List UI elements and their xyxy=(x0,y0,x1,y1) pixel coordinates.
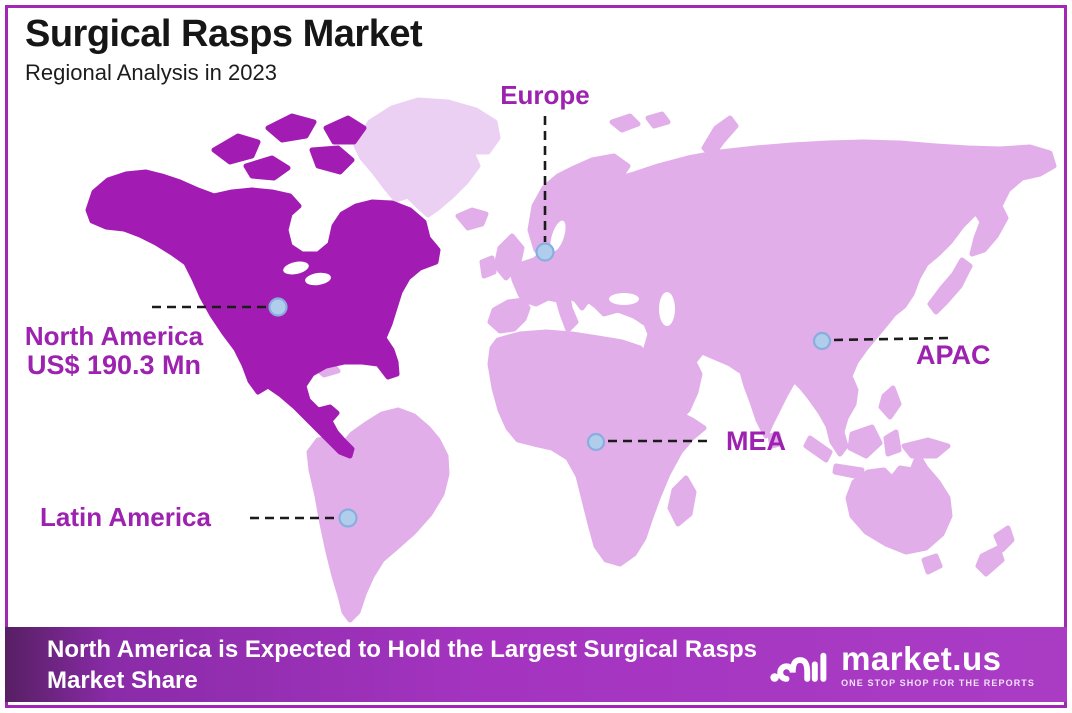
label-apac: APAC xyxy=(916,340,991,370)
continent-australia xyxy=(845,452,953,555)
island-ireland xyxy=(479,255,497,279)
header: Surgical Rasps Market Regional Analysis … xyxy=(25,12,423,86)
page-title: Surgical Rasps Market xyxy=(25,13,423,55)
continent-north-america xyxy=(85,169,441,459)
label-north-america: North America US$ 190.3 Mn xyxy=(8,322,220,380)
islands-indonesia xyxy=(803,424,902,480)
continent-greenland xyxy=(353,97,501,218)
island-tasmania xyxy=(921,553,943,575)
label-latin-america: Latin America xyxy=(40,502,211,532)
continents-light xyxy=(283,97,1057,623)
islands-new-zealand xyxy=(975,525,1015,577)
inland-seas xyxy=(283,220,675,326)
continent-north-america-highlighted xyxy=(85,113,441,459)
marker-latin-america xyxy=(338,508,358,528)
brand-tagline: ONE STOP SHOP FOR THE REPORTS xyxy=(841,677,1035,688)
black-sea xyxy=(609,293,639,305)
continent-south-america xyxy=(306,407,450,623)
leader-lines xyxy=(152,116,949,520)
baltic-sea xyxy=(550,220,566,252)
islands-svalbard xyxy=(609,111,671,133)
island-madagascar xyxy=(667,475,697,527)
label-europe: Europe xyxy=(500,80,590,110)
market-us-logo-icon xyxy=(770,652,827,682)
label-north-america-name: North America xyxy=(24,321,204,351)
island-novaya-zemlya xyxy=(701,115,739,159)
island-new-guinea xyxy=(901,437,951,459)
marker-apac xyxy=(812,331,832,351)
market-us-logo-text: market.us ONE STOP SHOP FOR THE REPORTS xyxy=(841,642,1035,688)
great-lakes xyxy=(283,261,309,275)
continent-eurasia xyxy=(487,139,1057,457)
label-mea: MEA xyxy=(726,426,786,456)
marker-mea xyxy=(586,432,606,452)
market-us-logo: market.us ONE STOP SHOP FOR THE REPORTS xyxy=(770,642,1035,688)
footer-banner: North America is Expected to Hold the La… xyxy=(5,627,1067,702)
island-iceland xyxy=(455,207,489,231)
region-markers xyxy=(268,242,832,528)
footer-headline: North America is Expected to Hold the La… xyxy=(47,635,757,694)
leader-apac xyxy=(833,336,949,342)
marker-north-america xyxy=(268,297,288,317)
marker-europe xyxy=(535,242,555,262)
arctic-islands xyxy=(211,113,367,181)
page-subtitle: Regional Analysis in 2023 xyxy=(25,59,277,85)
caspian-sea xyxy=(659,292,675,326)
great-lakes-2 xyxy=(305,272,331,286)
island-sri-lanka xyxy=(767,431,783,449)
islands-philippines xyxy=(878,385,902,420)
label-north-america-value: US$ 190.3 Mn xyxy=(26,350,202,380)
brand-name: market.us xyxy=(841,639,1002,677)
islands-japan xyxy=(927,257,973,315)
